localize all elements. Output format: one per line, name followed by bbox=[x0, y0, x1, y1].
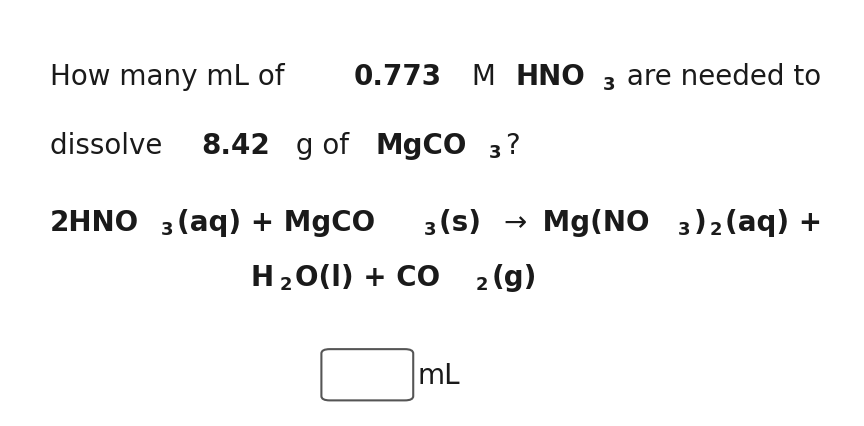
Text: How many mL of: How many mL of bbox=[50, 63, 294, 91]
Text: 3: 3 bbox=[489, 144, 502, 161]
Text: 3: 3 bbox=[162, 220, 174, 238]
Text: M: M bbox=[463, 63, 505, 91]
Text: →: → bbox=[504, 208, 527, 236]
Text: HNO: HNO bbox=[516, 63, 585, 91]
Text: 2: 2 bbox=[476, 276, 488, 294]
Text: 2: 2 bbox=[709, 220, 722, 238]
Text: 0.773: 0.773 bbox=[353, 63, 442, 91]
Text: (g): (g) bbox=[492, 263, 537, 291]
Text: 2HNO: 2HNO bbox=[50, 208, 139, 236]
Text: MgCO: MgCO bbox=[375, 131, 467, 159]
Text: ?: ? bbox=[505, 131, 519, 159]
Text: ): ) bbox=[694, 208, 706, 236]
Text: H: H bbox=[251, 263, 274, 291]
FancyBboxPatch shape bbox=[321, 349, 413, 400]
Text: 3: 3 bbox=[602, 75, 615, 93]
Text: g of: g of bbox=[287, 131, 358, 159]
Text: 3: 3 bbox=[678, 220, 690, 238]
Text: (aq) + MgCO: (aq) + MgCO bbox=[177, 208, 375, 236]
Text: (s): (s) bbox=[440, 208, 491, 236]
Text: mL: mL bbox=[417, 361, 460, 389]
Text: (aq) +: (aq) + bbox=[725, 208, 823, 236]
Text: dissolve: dissolve bbox=[50, 131, 171, 159]
Text: Mg(NO: Mg(NO bbox=[533, 208, 649, 236]
Text: 2: 2 bbox=[279, 276, 292, 294]
Text: O(l) + CO: O(l) + CO bbox=[295, 263, 440, 291]
Text: 3: 3 bbox=[423, 220, 436, 238]
Text: 8.42: 8.42 bbox=[201, 131, 270, 159]
Text: are needed to: are needed to bbox=[618, 63, 821, 91]
